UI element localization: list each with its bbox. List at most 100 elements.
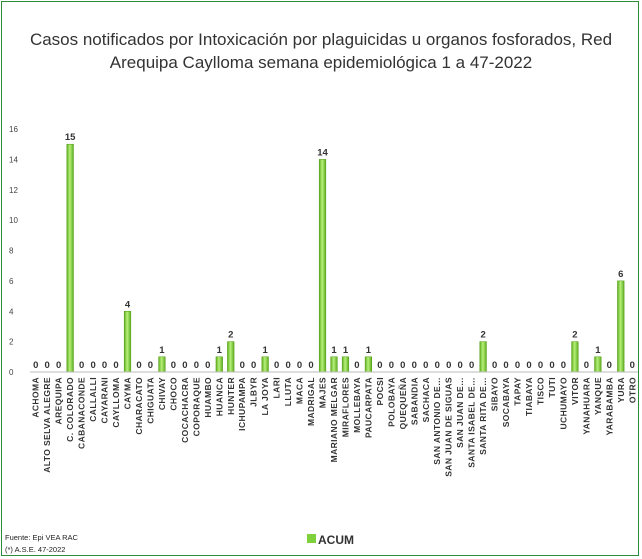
bar xyxy=(341,356,350,373)
y-axis: 0 2 4 6 8 10 12 14 16 xyxy=(9,125,18,377)
data-label: 0 xyxy=(630,360,635,371)
category-label: CAYMA xyxy=(123,377,133,409)
category-label: HUNTER xyxy=(226,377,236,415)
category-label: CAYLLOMA xyxy=(111,377,121,428)
chart-title-line2: Arequipa Caylloma semana epidemiológica … xyxy=(110,53,532,72)
category-label: CABANACONDE xyxy=(77,377,87,449)
data-label: 0 xyxy=(90,360,95,371)
data-label: 0 xyxy=(285,360,290,371)
y-tick-label: 12 xyxy=(9,186,18,195)
data-label: 0 xyxy=(274,360,279,371)
category-label: OTRO xyxy=(627,377,637,403)
category-label: SABANDIA xyxy=(409,377,419,425)
category-label: SAN ANTONIO DE… xyxy=(432,377,442,465)
data-label: 2 xyxy=(480,330,485,341)
category-label: ICHUPAMPA xyxy=(237,377,247,431)
data-label: 0 xyxy=(538,360,543,371)
category-label: MACA xyxy=(295,377,305,404)
bar xyxy=(594,356,602,373)
data-label: 2 xyxy=(228,330,233,341)
y-tick-label: 10 xyxy=(9,216,18,225)
category-label: YANQUE xyxy=(593,377,603,415)
category-label: YARABAMBA xyxy=(604,377,614,436)
category-label: MAJES xyxy=(318,377,328,408)
data-label: 2 xyxy=(572,330,577,341)
category-label: CHOCO xyxy=(168,377,178,411)
data-label: 0 xyxy=(354,360,359,371)
data-label: 0 xyxy=(503,360,508,371)
category-label: CAYARANI xyxy=(100,377,110,424)
bar xyxy=(571,341,579,373)
data-label: 0 xyxy=(194,360,199,371)
category-label: MIRAFLORES xyxy=(340,377,350,437)
data-label: 1 xyxy=(217,345,223,356)
category-labels-group: ACHOMA ALTO SELVA ALEGRE AREQUIPA C. COLORA… xyxy=(31,377,638,477)
data-label: 0 xyxy=(297,360,302,371)
data-label: 0 xyxy=(308,360,313,371)
data-label: 0 xyxy=(251,360,256,371)
bar xyxy=(479,341,487,373)
category-label: SAN JUAN DE… xyxy=(455,377,465,448)
data-label: 0 xyxy=(526,360,531,371)
data-label: 0 xyxy=(33,360,38,371)
category-label: QUEQUEÑA xyxy=(398,377,408,429)
category-label: SANTA ISABEL DE… xyxy=(467,377,477,468)
category-label: CHIVAY xyxy=(157,377,167,410)
category-label: TUTI xyxy=(547,377,557,397)
data-label: 0 xyxy=(561,360,566,371)
data-label: 1 xyxy=(159,345,165,356)
data-label: 0 xyxy=(205,360,210,371)
category-label: ACHOMA xyxy=(31,377,41,418)
category-label: POCSI xyxy=(375,377,385,405)
data-label: 14 xyxy=(317,147,328,158)
y-tick-label: 2 xyxy=(9,338,14,347)
category-label: LLUTA xyxy=(283,377,293,406)
category-label: MOLLEBAYA xyxy=(352,377,362,433)
y-tick-label: 0 xyxy=(9,368,14,377)
data-label: 0 xyxy=(148,360,153,371)
bar xyxy=(364,356,372,373)
category-label: SOCABAYA xyxy=(501,377,511,427)
category-label: VITOR xyxy=(570,377,580,405)
data-label: 0 xyxy=(423,360,428,371)
category-label: COPORAQUE xyxy=(191,377,201,436)
data-label: 0 xyxy=(136,360,141,371)
data-label: 0 xyxy=(102,360,107,371)
y-tick-label: 8 xyxy=(9,247,14,256)
data-label: 1 xyxy=(595,345,601,356)
y-tick-label: 14 xyxy=(9,155,18,164)
category-label: YANAHUARA xyxy=(581,377,591,435)
category-label: YURA xyxy=(616,377,626,403)
data-label: 0 xyxy=(412,360,417,371)
bar xyxy=(330,356,338,373)
category-label: CHARACATO xyxy=(134,377,144,435)
bar xyxy=(158,356,166,373)
category-label: SAN JUAN DE SIGUAS xyxy=(444,377,454,477)
data-label: 0 xyxy=(549,360,554,371)
bar xyxy=(215,356,223,373)
legend-label: ACUM xyxy=(318,533,354,547)
category-label: MADRIGAL xyxy=(306,377,316,426)
category-label: LARI xyxy=(272,377,282,398)
data-label: 0 xyxy=(458,360,463,371)
y-tick-label: 16 xyxy=(9,125,18,134)
data-label: 0 xyxy=(435,360,440,371)
category-label: SIBAYO xyxy=(490,377,500,411)
bar xyxy=(66,143,74,373)
data-label: 1 xyxy=(366,345,372,356)
category-label: MARIANO MELGAR xyxy=(329,377,339,462)
category-label: HUANCA xyxy=(214,377,224,416)
footer-source: Fuente: Epi VEA RAC xyxy=(5,533,79,542)
bar xyxy=(617,280,625,373)
data-label: 0 xyxy=(377,360,382,371)
data-label: 0 xyxy=(79,360,84,371)
category-label: AREQUIPA xyxy=(54,377,64,424)
data-label: 0 xyxy=(113,360,118,371)
data-label: 0 xyxy=(45,360,50,371)
bar xyxy=(227,341,235,373)
legend-swatch xyxy=(307,534,316,543)
data-label: 0 xyxy=(607,360,612,371)
category-label: ALTO SELVA ALEGRE xyxy=(42,377,52,473)
